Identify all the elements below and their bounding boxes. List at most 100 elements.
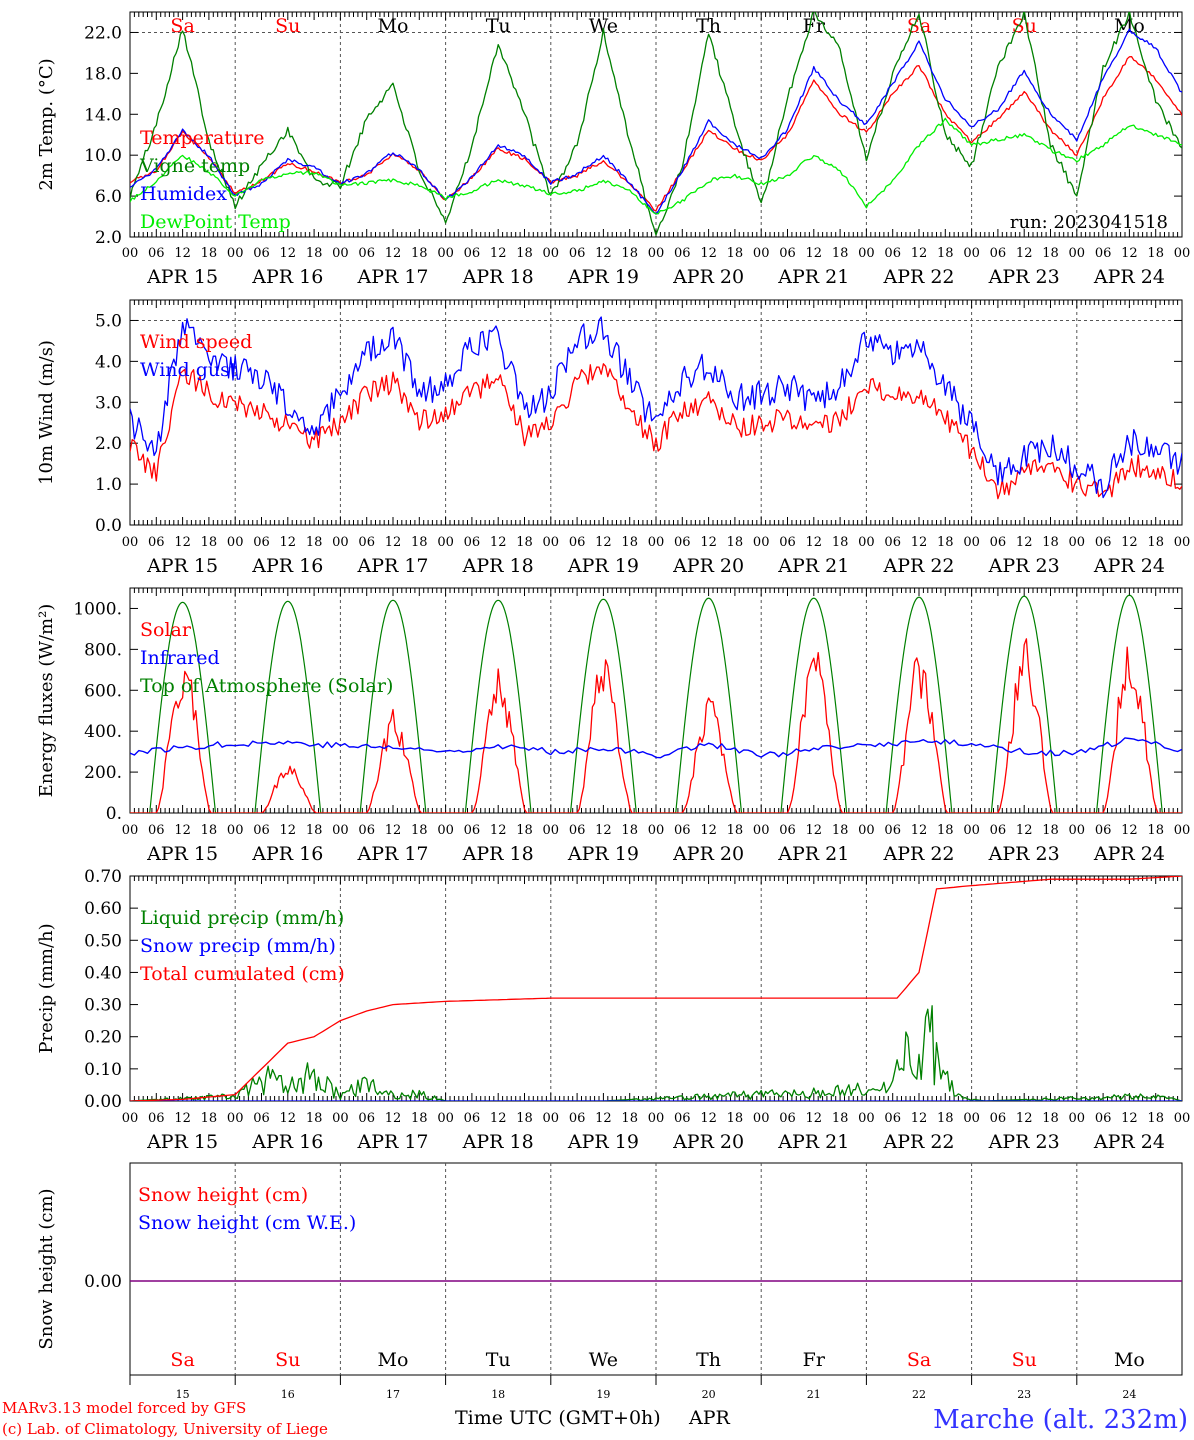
y-tick-label: 2.0	[95, 434, 122, 454]
legend-entry: Vigne temp	[139, 155, 250, 177]
hour-tick-label: 12	[911, 246, 928, 261]
x-minor-ticks-bottom	[129, 805, 1183, 813]
legend-entry: Wind gust	[140, 359, 238, 381]
date-label: APR 16	[251, 843, 323, 865]
legend-entry: Humidex	[140, 183, 227, 205]
weekday-label: We	[589, 1349, 618, 1371]
hour-tick-label: 12	[174, 1111, 191, 1126]
weekday-label: Su	[1012, 1349, 1037, 1371]
legend-entry: DewPoint Temp	[140, 211, 291, 233]
y-tick-label: 3.0	[95, 393, 122, 413]
x-minor-ticks-top	[129, 876, 1183, 884]
meteogram-panels: 2.0 6.0 10.0 14.0 18.0 22.0 2m Temp. (°C) 00 06 1…	[36, 11, 1191, 1401]
hour-tick-label: 18	[516, 535, 533, 550]
hour-tick-label: 00	[753, 535, 770, 550]
hour-tick-label: 00	[858, 246, 875, 261]
y-tick-label: 600.	[84, 681, 122, 701]
hour-tick-label: 00	[437, 246, 454, 261]
hour-tick-label: 06	[1095, 246, 1112, 261]
hour-tick-label: 06	[569, 823, 586, 838]
weekday-label: Fr	[803, 1349, 826, 1371]
plot-frame	[129, 299, 1183, 526]
hour-tick-label: 12	[806, 823, 823, 838]
hour-tick-label: 12	[700, 1111, 717, 1126]
hour-tick-label: 06	[1095, 823, 1112, 838]
hour-tick-label: 18	[727, 1111, 744, 1126]
date-label: APR 19	[567, 843, 639, 865]
hour-tick-label: 18	[937, 1111, 954, 1126]
hour-tick-label: 12	[1016, 1111, 1033, 1126]
hour-tick-label: 12	[595, 1111, 612, 1126]
plot-area	[130, 594, 1182, 813]
hour-tick-label: 18	[306, 823, 323, 838]
hour-tick-label: 00	[227, 535, 244, 550]
x-axis-month: APR	[688, 1407, 731, 1429]
hour-tick-label: 06	[358, 1111, 375, 1126]
hour-tick-label: 18	[1042, 823, 1059, 838]
hour-tick-label: 12	[1016, 246, 1033, 261]
hour-tick-label: 12	[1121, 246, 1138, 261]
hour-tick-label: 00	[332, 823, 349, 838]
date-label: APR 17	[356, 843, 428, 865]
x-minor-ticks-top	[129, 300, 1183, 308]
hour-tick-label: 12	[385, 1111, 402, 1126]
date-label: APR 18	[462, 555, 534, 577]
hour-tick-label: 18	[1147, 246, 1164, 261]
hour-tick-label: 06	[358, 823, 375, 838]
weekday-label: Sa	[170, 15, 194, 37]
hour-tick-label: 18	[411, 246, 428, 261]
hour-tick-label: 00	[543, 246, 560, 261]
hour-tick-label: 00	[437, 823, 454, 838]
hour-tick-label: 18	[832, 823, 849, 838]
date-label: APR 18	[462, 843, 534, 865]
date-label: APR 24	[1093, 266, 1165, 288]
hour-tick-label: 00	[227, 246, 244, 261]
weekday-label: Mo	[1114, 1349, 1145, 1371]
hour-tick-label: 06	[253, 1111, 270, 1126]
y-tick-label: 800.	[84, 640, 122, 660]
hour-tick-label: 06	[148, 1111, 165, 1126]
y-tick-label: 0.	[106, 804, 122, 824]
series-line-top-of-atmosphere	[130, 594, 1182, 813]
hour-tick-label: 12	[1016, 823, 1033, 838]
hour-tick-label: 06	[779, 535, 796, 550]
date-label: APR 16	[251, 1131, 323, 1153]
panel-1: 2.0 6.0 10.0 14.0 18.0 22.0 2m Temp. (°C) 00 06 1…	[36, 11, 1191, 288]
panel-5: 0.00 Snow height (cm) Sa Su Mo Tu We Th Fr Sa Su Mo…	[36, 1162, 1183, 1401]
weekday-label: Mo	[1114, 15, 1145, 37]
day-number-label: 17	[386, 1388, 400, 1401]
y-axis-label: Energy fluxes (W/m²)	[36, 604, 57, 798]
y-tick-label: 0.50	[84, 931, 122, 951]
hour-tick-label: 12	[490, 535, 507, 550]
y-tick-label: 0.00	[84, 1272, 122, 1292]
weekday-label: Sa	[907, 1349, 931, 1371]
hour-tick-label: 06	[884, 1111, 901, 1126]
hour-tick-label: 00	[1174, 246, 1191, 261]
y-tick-label: 200.	[84, 763, 122, 783]
hour-tick-label: 12	[385, 823, 402, 838]
hour-tick-label: 06	[674, 535, 691, 550]
hour-tick-label: 06	[990, 823, 1007, 838]
date-label: APR 23	[988, 1131, 1060, 1153]
y-axis-label: 2m Temp. (°C)	[36, 58, 57, 190]
date-label: APR 23	[988, 555, 1060, 577]
hour-tick-label: 18	[306, 1111, 323, 1126]
date-label: APR 20	[672, 1131, 744, 1153]
date-label: APR 23	[988, 266, 1060, 288]
y-tick-label: 0.10	[84, 1060, 122, 1080]
legend-entry: Liquid precip (mm/h)	[140, 907, 344, 929]
weekday-label: Su	[275, 15, 300, 37]
hour-tick-label: 18	[1147, 535, 1164, 550]
hour-tick-label: 18	[306, 535, 323, 550]
plot-frame	[129, 587, 1183, 814]
weekday-label: Su	[1012, 15, 1037, 37]
legend-entry: Snow precip (mm/h)	[140, 935, 336, 957]
plot-area	[130, 316, 1182, 500]
day-number-label: 18	[491, 1388, 505, 1401]
panel-3: 0. 200. 400. 600. 800. 1000. Energy fluxes (W/…	[36, 587, 1190, 865]
y-tick-label: 2.0	[95, 228, 122, 248]
hour-tick-label: 06	[674, 246, 691, 261]
hour-tick-label: 00	[648, 823, 665, 838]
hour-tick-label: 18	[201, 1111, 218, 1126]
